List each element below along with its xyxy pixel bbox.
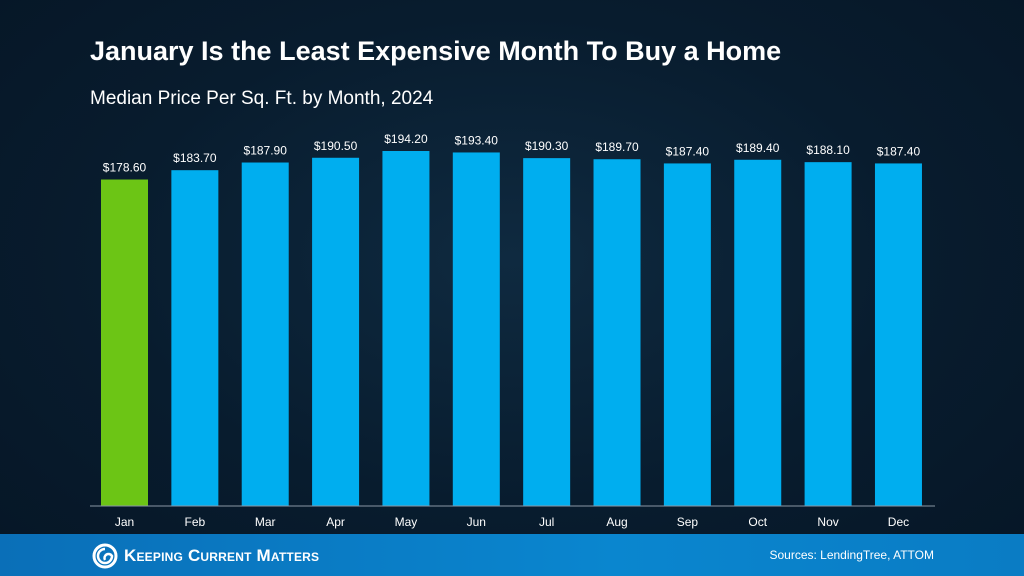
x-tick-label: Nov [817,515,838,529]
data-label: $189.40 [736,141,780,155]
data-label: $178.60 [103,161,147,175]
x-tick-label: Jul [539,515,554,529]
data-label: $189.70 [595,140,639,154]
x-tick-label: Apr [326,515,345,529]
bar-jun [452,152,500,506]
bar-mar [241,162,289,506]
data-label: $187.90 [244,144,288,158]
data-label: $190.50 [314,139,358,153]
bar-sep [663,163,711,506]
brand-logo: Keeping Current Matters [92,543,319,569]
bar-chart: $178.60 Jan $183.70 Feb $187.90 Mar $190.50 Apr… [90,132,935,529]
bar-dec [874,163,922,506]
bar-apr [312,157,360,506]
sources-text: Sources: LendingTree, ATTOM [769,548,934,562]
bar-jan [101,179,148,506]
bar-nov [804,162,852,506]
x-tick-label: Jan [115,515,134,529]
bar-aug [593,159,641,506]
swirl-logo-icon [92,543,118,569]
x-tick-label: Aug [606,515,627,529]
bar-jul [523,158,571,506]
data-label: $187.40 [877,144,921,158]
x-tick-label: May [395,515,418,529]
bar-oct [734,159,782,506]
x-tick-label: Oct [748,515,767,529]
footer: Keeping Current Matters Sources: Lending… [0,534,1024,576]
data-label: $193.40 [455,133,499,147]
bar-may [382,151,430,506]
chart-title: January Is the Least Expensive Month To … [90,36,782,66]
x-tick-label: Jun [467,515,486,529]
brand-name: Keeping Current Matters [124,546,320,565]
data-label: $183.70 [173,151,217,165]
x-tick-label: Mar [255,515,276,529]
bar-feb [171,170,219,506]
data-label: $188.10 [806,143,850,157]
chart-subtitle: Median Price Per Sq. Ft. by Month, 2024 [90,88,434,109]
data-label: $190.30 [525,139,569,153]
data-label: $187.40 [666,144,710,158]
x-tick-label: Dec [888,515,909,529]
x-tick-label: Feb [185,515,206,529]
data-label: $194.20 [384,132,428,146]
x-tick-label: Sep [677,515,699,529]
